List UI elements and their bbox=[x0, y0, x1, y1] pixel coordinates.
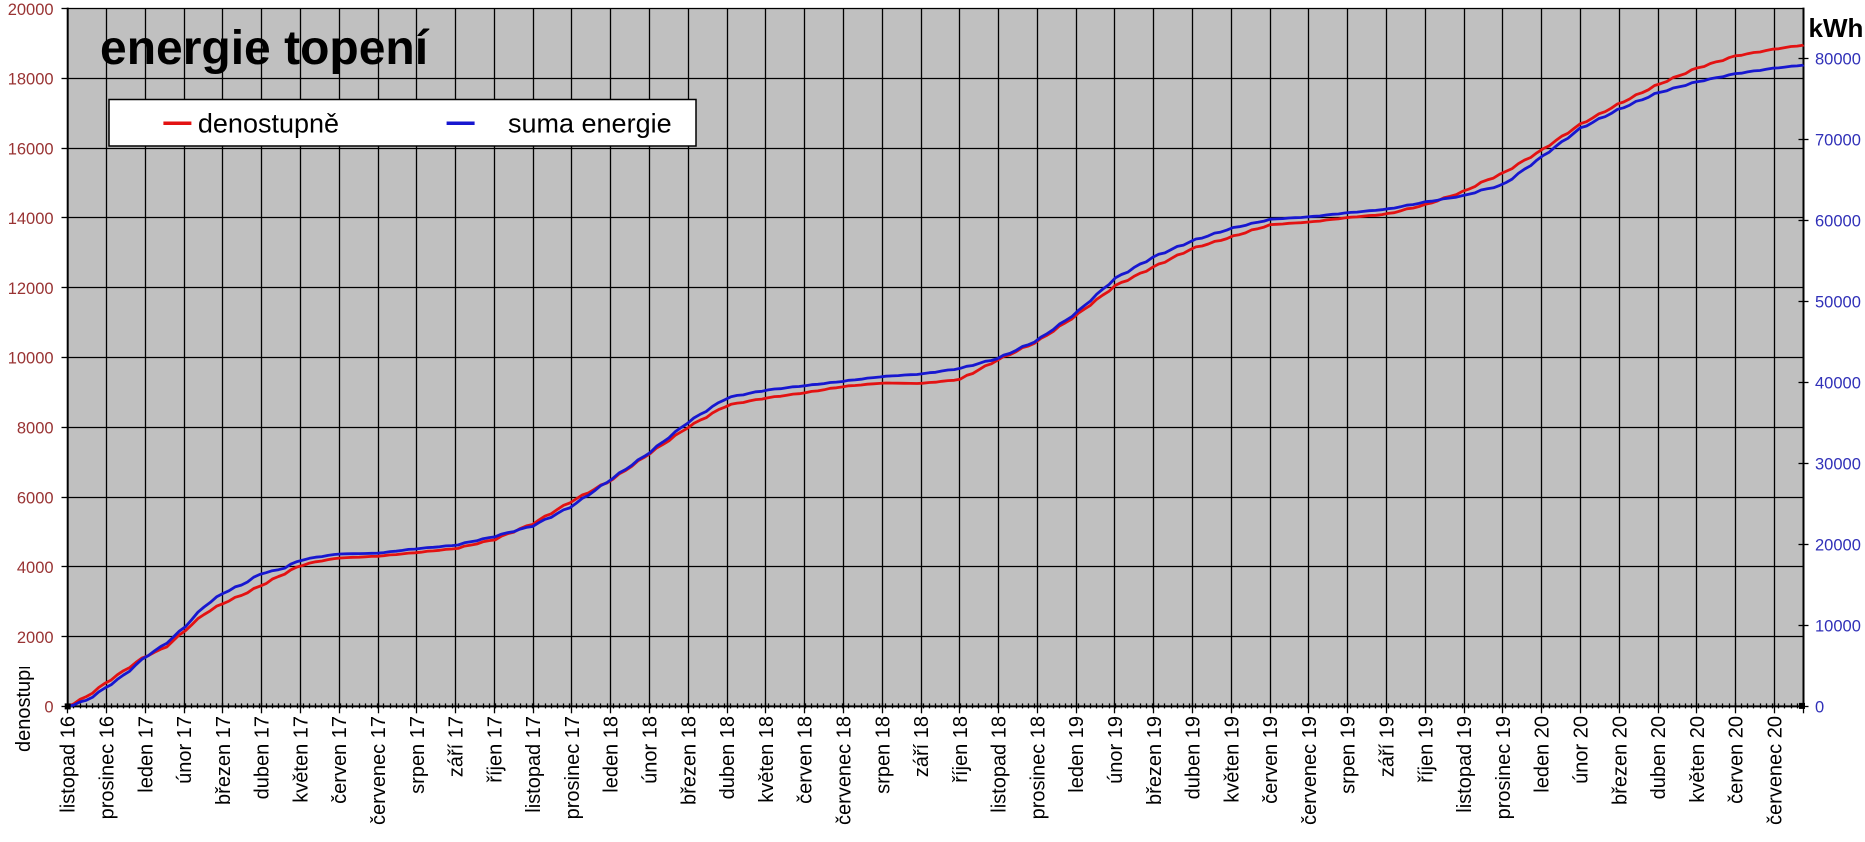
svg-text:květen 20: květen 20 bbox=[1687, 716, 1709, 803]
svg-text:kWh: kWh bbox=[1809, 13, 1864, 43]
svg-text:srpen 19: srpen 19 bbox=[1338, 716, 1360, 794]
svg-text:březen 18: březen 18 bbox=[678, 716, 700, 805]
svg-text:40000: 40000 bbox=[1815, 375, 1861, 393]
svg-text:březen 20: březen 20 bbox=[1609, 716, 1631, 805]
svg-text:2000: 2000 bbox=[17, 629, 54, 647]
svg-text:červenec 17: červenec 17 bbox=[368, 716, 390, 825]
svg-text:prosinec 16: prosinec 16 bbox=[96, 716, 118, 819]
svg-text:energie topení: energie topení bbox=[100, 22, 430, 75]
svg-text:listopad 16: listopad 16 bbox=[58, 716, 80, 813]
svg-text:60000: 60000 bbox=[1815, 213, 1861, 231]
svg-text:10000: 10000 bbox=[1815, 618, 1861, 636]
svg-text:září 18: září 18 bbox=[911, 716, 933, 777]
svg-text:říjen 17: říjen 17 bbox=[484, 716, 506, 783]
svg-text:červen 18: červen 18 bbox=[795, 716, 817, 804]
svg-text:4000: 4000 bbox=[17, 559, 54, 577]
svg-text:duben 17: duben 17 bbox=[252, 716, 274, 799]
svg-text:16000: 16000 bbox=[8, 140, 54, 158]
svg-text:březen 19: březen 19 bbox=[1144, 716, 1166, 805]
svg-text:denostupně: denostupně bbox=[198, 109, 339, 139]
svg-text:srpen 18: srpen 18 bbox=[872, 716, 894, 794]
svg-text:8000: 8000 bbox=[17, 420, 54, 438]
svg-text:70000: 70000 bbox=[1815, 132, 1861, 150]
svg-text:duben 19: duben 19 bbox=[1183, 716, 1205, 799]
svg-text:leden 18: leden 18 bbox=[601, 716, 623, 793]
svg-text:únor 18: únor 18 bbox=[640, 716, 662, 784]
svg-text:10000: 10000 bbox=[8, 350, 54, 368]
svg-text:listopad 18: listopad 18 bbox=[989, 716, 1011, 813]
svg-text:prosinec 19: prosinec 19 bbox=[1493, 716, 1515, 819]
svg-text:únor 20: únor 20 bbox=[1570, 716, 1592, 784]
svg-text:červen 17: červen 17 bbox=[329, 716, 351, 804]
svg-text:0: 0 bbox=[1815, 699, 1824, 717]
svg-text:září 17: září 17 bbox=[446, 716, 468, 777]
svg-text:červenec 18: červenec 18 bbox=[833, 716, 855, 825]
svg-text:květen 17: květen 17 bbox=[290, 716, 312, 803]
svg-text:14000: 14000 bbox=[8, 210, 54, 228]
svg-text:červenec 19: červenec 19 bbox=[1299, 716, 1321, 825]
svg-text:srpen 17: srpen 17 bbox=[407, 716, 429, 794]
svg-text:leden 17: leden 17 bbox=[135, 716, 157, 793]
svg-text:září 19: září 19 bbox=[1377, 716, 1399, 777]
svg-text:únor 17: únor 17 bbox=[174, 716, 196, 784]
svg-text:30000: 30000 bbox=[1815, 456, 1861, 474]
svg-text:říjen 18: říjen 18 bbox=[950, 716, 972, 783]
svg-text:červen 19: červen 19 bbox=[1260, 716, 1282, 804]
svg-text:duben 20: duben 20 bbox=[1648, 716, 1670, 799]
svg-text:12000: 12000 bbox=[8, 280, 54, 298]
svg-text:leden 19: leden 19 bbox=[1066, 716, 1088, 793]
svg-text:0: 0 bbox=[44, 699, 53, 717]
svg-text:prosinec 17: prosinec 17 bbox=[562, 716, 584, 819]
svg-text:20000: 20000 bbox=[8, 1, 54, 19]
svg-text:březen 17: březen 17 bbox=[213, 716, 235, 805]
svg-text:říjen 19: říjen 19 bbox=[1415, 716, 1437, 783]
svg-text:denostupně: denostupně bbox=[13, 647, 35, 752]
svg-text:18000: 18000 bbox=[8, 71, 54, 89]
svg-text:duben 18: duben 18 bbox=[717, 716, 739, 799]
svg-text:6000: 6000 bbox=[17, 489, 54, 507]
svg-text:prosinec 18: prosinec 18 bbox=[1027, 716, 1049, 819]
svg-text:80000: 80000 bbox=[1815, 51, 1861, 69]
svg-text:suma energie: suma energie bbox=[508, 109, 672, 139]
svg-text:20000: 20000 bbox=[1815, 537, 1861, 555]
svg-text:listopad 19: listopad 19 bbox=[1454, 716, 1476, 813]
svg-text:červenec 20: červenec 20 bbox=[1764, 716, 1786, 825]
svg-text:50000: 50000 bbox=[1815, 294, 1861, 312]
svg-text:květen 18: květen 18 bbox=[756, 716, 778, 803]
svg-text:únor 19: únor 19 bbox=[1105, 716, 1127, 784]
svg-text:listopad 17: listopad 17 bbox=[523, 716, 545, 813]
svg-text:květen 19: květen 19 bbox=[1221, 716, 1243, 803]
svg-text:leden 20: leden 20 bbox=[1532, 716, 1554, 793]
svg-text:červen 20: červen 20 bbox=[1726, 716, 1748, 804]
